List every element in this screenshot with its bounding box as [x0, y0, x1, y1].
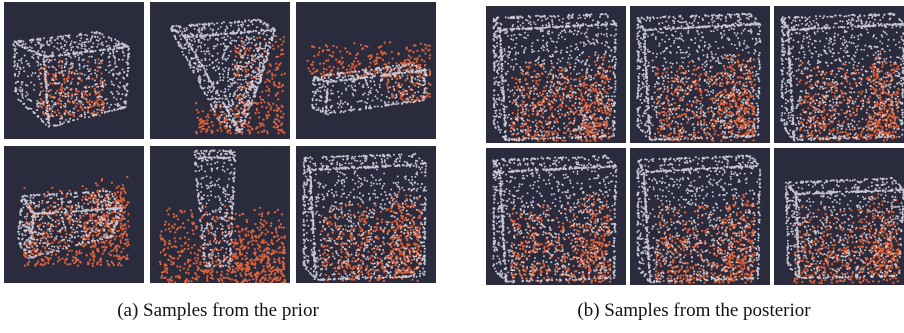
- posterior-sample-tile-6: [774, 148, 904, 285]
- point-cloud-render: [492, 154, 618, 284]
- posterior-sample-tile-5: [630, 148, 770, 285]
- point-cloud-render: [636, 154, 762, 285]
- point-cloud-render: [636, 12, 762, 142]
- posterior-sample-tile-3: [774, 6, 904, 143]
- box-points: [784, 176, 904, 280]
- point-cloud-render: [17, 176, 130, 268]
- point-cloud-render: [492, 13, 618, 142]
- prior-sample-tile-6: [296, 146, 436, 283]
- prior-sample-tile-2: [150, 2, 290, 139]
- point-cloud-render: [302, 152, 428, 283]
- box-points: [170, 18, 276, 134]
- prior-sample-tile-3: [296, 2, 436, 139]
- box-points: [636, 12, 762, 142]
- posterior-sample-tile-4: [486, 148, 626, 285]
- box-points: [636, 154, 762, 284]
- box-points: [17, 189, 124, 260]
- box-points: [492, 154, 618, 284]
- subfigure-a-caption: (a) Samples from the prior: [117, 300, 319, 321]
- box-points: [302, 152, 428, 282]
- point-cloud-render: [159, 149, 286, 283]
- point-cloud-render: [12, 30, 131, 128]
- scene-points: [798, 50, 901, 142]
- prior-sample-tile-1: [4, 2, 144, 139]
- posterior-sample-tile-1: [486, 6, 626, 143]
- point-cloud-render: [784, 176, 904, 284]
- box-points: [492, 13, 618, 142]
- posterior-sample-tile-2: [630, 6, 770, 143]
- box-points: [193, 149, 237, 268]
- point-cloud-render: [170, 18, 286, 135]
- point-cloud-render: [306, 41, 432, 116]
- box-points: [311, 63, 428, 116]
- prior-sample-tile-4: [4, 146, 144, 283]
- prior-sample-tile-5: [150, 146, 290, 283]
- scene-points: [510, 53, 613, 142]
- subfigure-b-caption: (b) Samples from the posterior: [577, 300, 811, 321]
- scene-points: [510, 193, 612, 284]
- point-cloud-render: [780, 12, 904, 142]
- box-points: [12, 30, 131, 128]
- box-points: [780, 12, 904, 142]
- scene-points: [159, 205, 286, 283]
- scene-points: [320, 190, 422, 283]
